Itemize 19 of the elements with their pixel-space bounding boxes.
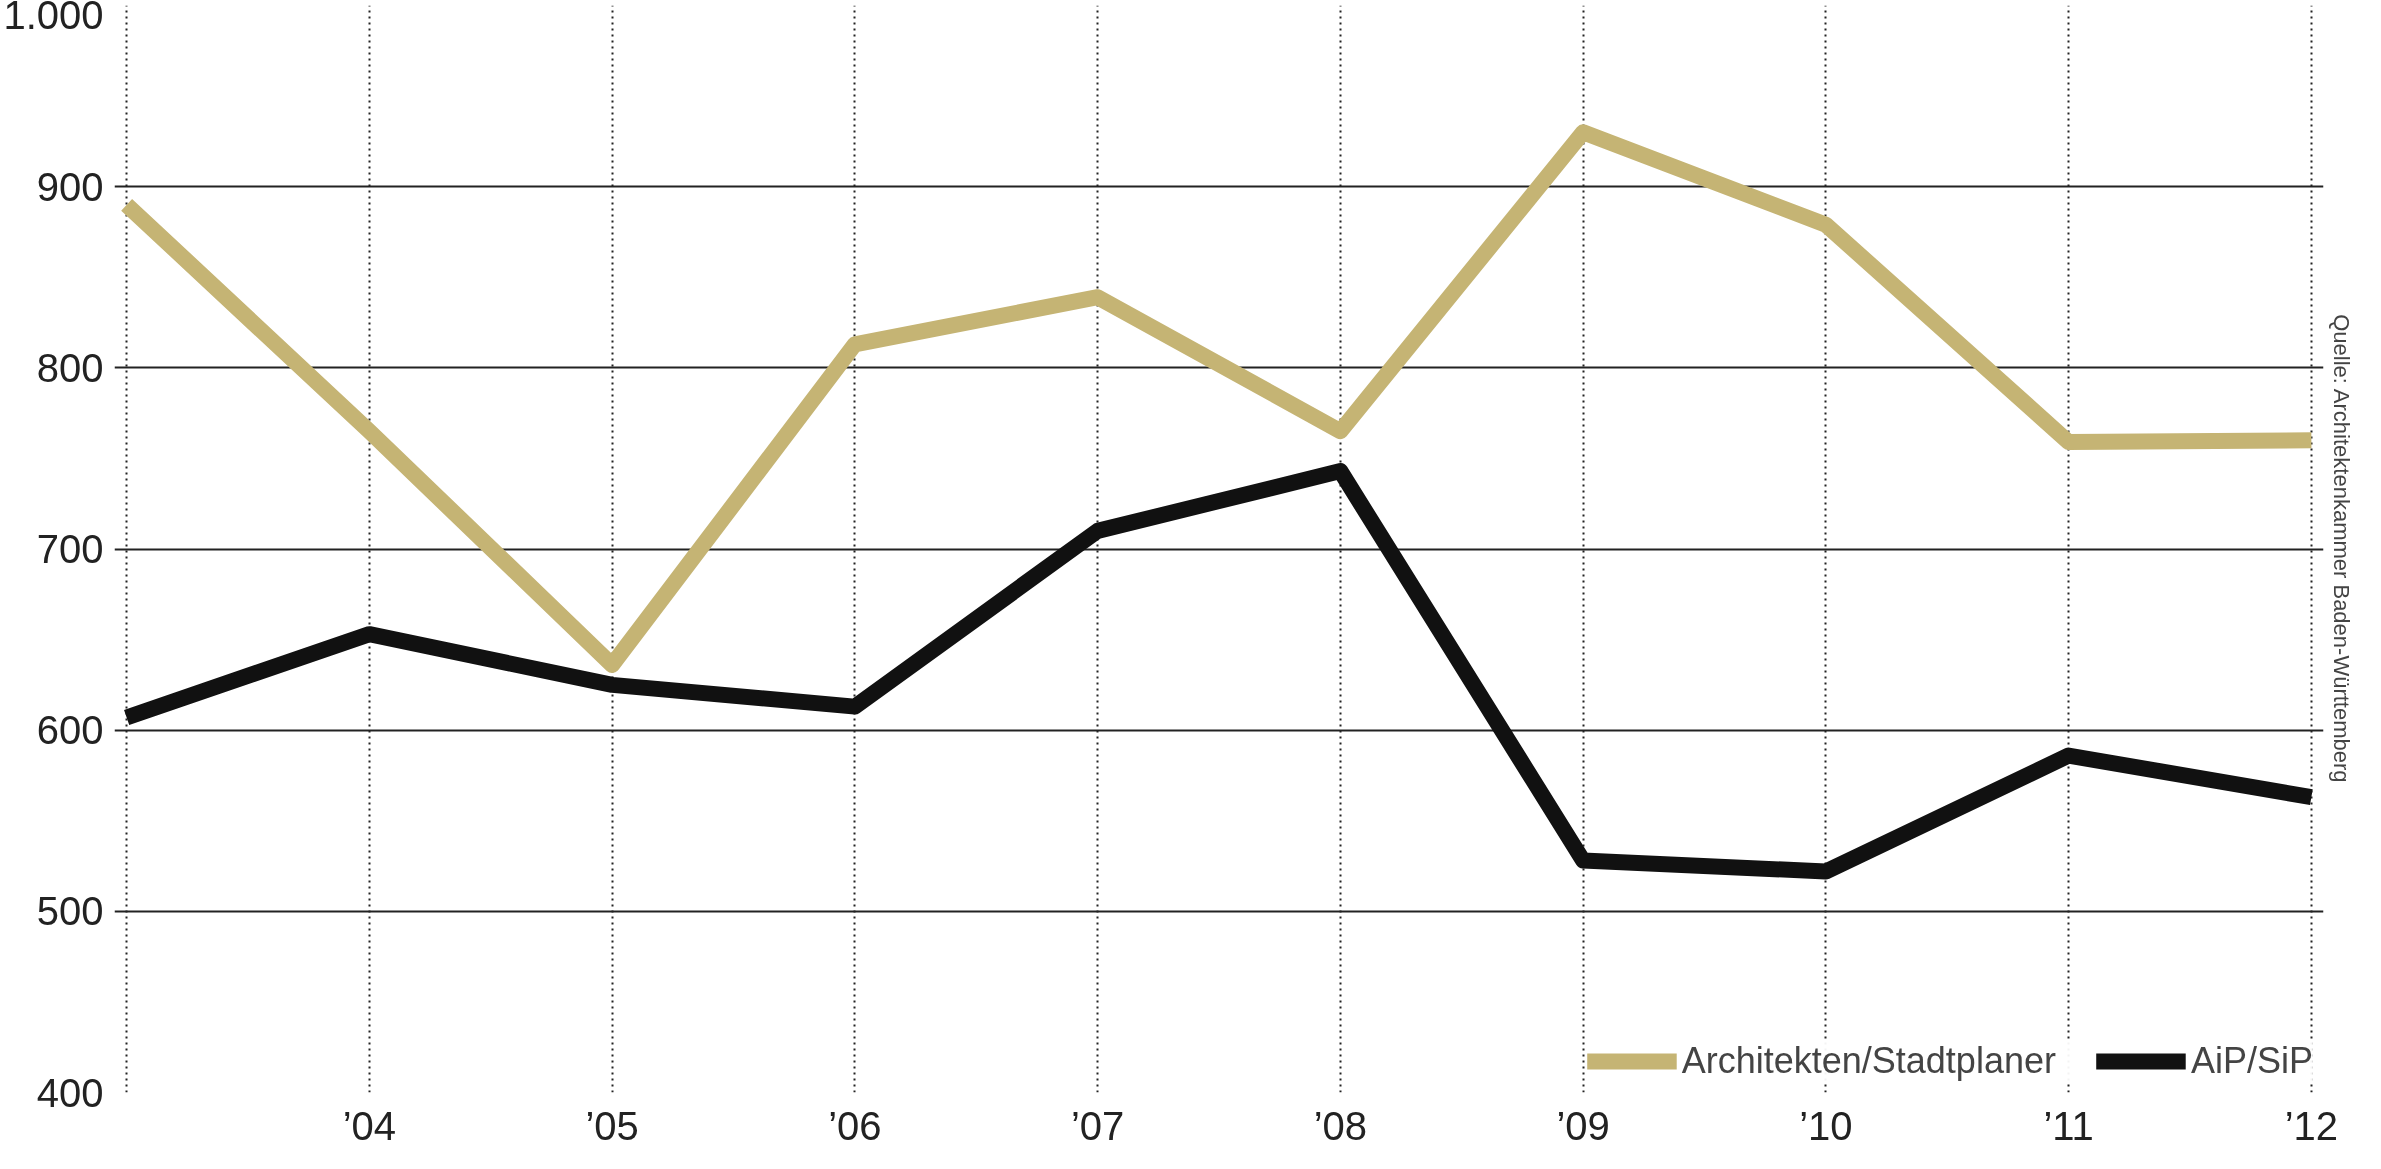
- y-tick-label: 400: [36, 1070, 104, 1115]
- y-tick-label: 700: [36, 527, 104, 571]
- x-tick-label: ’05: [585, 1103, 639, 1148]
- y-tick-label: 800: [36, 345, 104, 390]
- x-tick-label: ’11: [2043, 1103, 2094, 1148]
- x-tick-label: ’08: [1313, 1103, 1368, 1148]
- legend-label: AiP/SiP: [2190, 1040, 2313, 1082]
- x-tick-label: ’12: [2284, 1103, 2339, 1148]
- x-tick-label: ’10: [1799, 1103, 1853, 1148]
- y-tick-label: 1.000: [3, 0, 104, 37]
- x-tick-label: ’09: [1556, 1103, 1610, 1148]
- x-tick-label: ’04: [342, 1103, 397, 1148]
- y-tick-label: 600: [36, 708, 104, 753]
- legend-label: Architekten/Stadtplaner: [1681, 1040, 2056, 1082]
- x-tick-label: ’07: [1070, 1103, 1125, 1148]
- x-tick-label: ’06: [828, 1103, 882, 1148]
- y-tick-label: 900: [36, 164, 104, 209]
- source-note: Quelle: Architektenkammer Baden-Württemberg: [2328, 314, 2354, 783]
- y-tick-label: 500: [36, 889, 104, 934]
